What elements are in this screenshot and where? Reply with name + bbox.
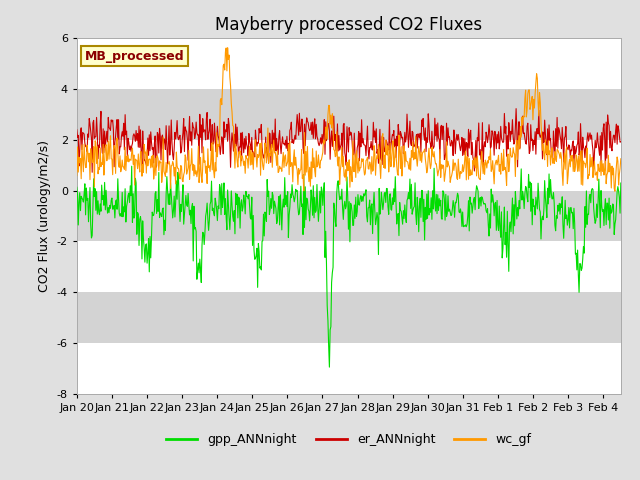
er_ANNnight [73,127,81,132]
er_ANNnight [306,128,314,133]
er_ANNnight [326,156,334,162]
Bar [77,89,621,140]
wc_gf [149,152,157,158]
gpp_ANNnight [150,213,157,218]
wc_gf [464,154,472,160]
wc_gf [326,121,334,127]
wc_gf [611,189,619,194]
Line: gpp_ANNnight: gpp_ANNnight [77,166,621,367]
wc_gf [617,156,625,162]
Text: MB_processed: MB_processed [85,50,184,63]
wc_gf [306,165,314,170]
Legend: gpp_ANNnight, er_ANNnight, wc_gf: gpp_ANNnight, er_ANNnight, wc_gf [161,428,536,451]
Bar [77,292,621,343]
gpp_ANNnight [465,198,472,204]
gpp_ANNnight [75,200,83,205]
gpp_ANNnight [128,163,136,169]
Y-axis label: CO2 Flux (urology/m2/s): CO2 Flux (urology/m2/s) [38,140,51,292]
er_ANNnight [88,169,96,175]
wc_gf [75,154,83,160]
Bar [77,191,621,241]
wc_gf [477,162,484,168]
wc_gf [73,173,81,179]
gpp_ANNnight [326,364,333,370]
gpp_ANNnight [617,180,625,186]
wc_gf [224,45,232,51]
er_ANNnight [150,160,157,166]
er_ANNnight [617,139,625,144]
er_ANNnight [75,163,83,169]
gpp_ANNnight [478,194,486,200]
er_ANNnight [464,154,472,160]
Line: wc_gf: wc_gf [77,48,621,192]
Line: er_ANNnight: er_ANNnight [77,108,621,172]
er_ANNnight [512,106,520,111]
gpp_ANNnight [306,218,314,224]
gpp_ANNnight [327,324,335,330]
er_ANNnight [477,156,484,162]
Title: Mayberry processed CO2 Fluxes: Mayberry processed CO2 Fluxes [215,16,483,34]
gpp_ANNnight [73,184,81,190]
